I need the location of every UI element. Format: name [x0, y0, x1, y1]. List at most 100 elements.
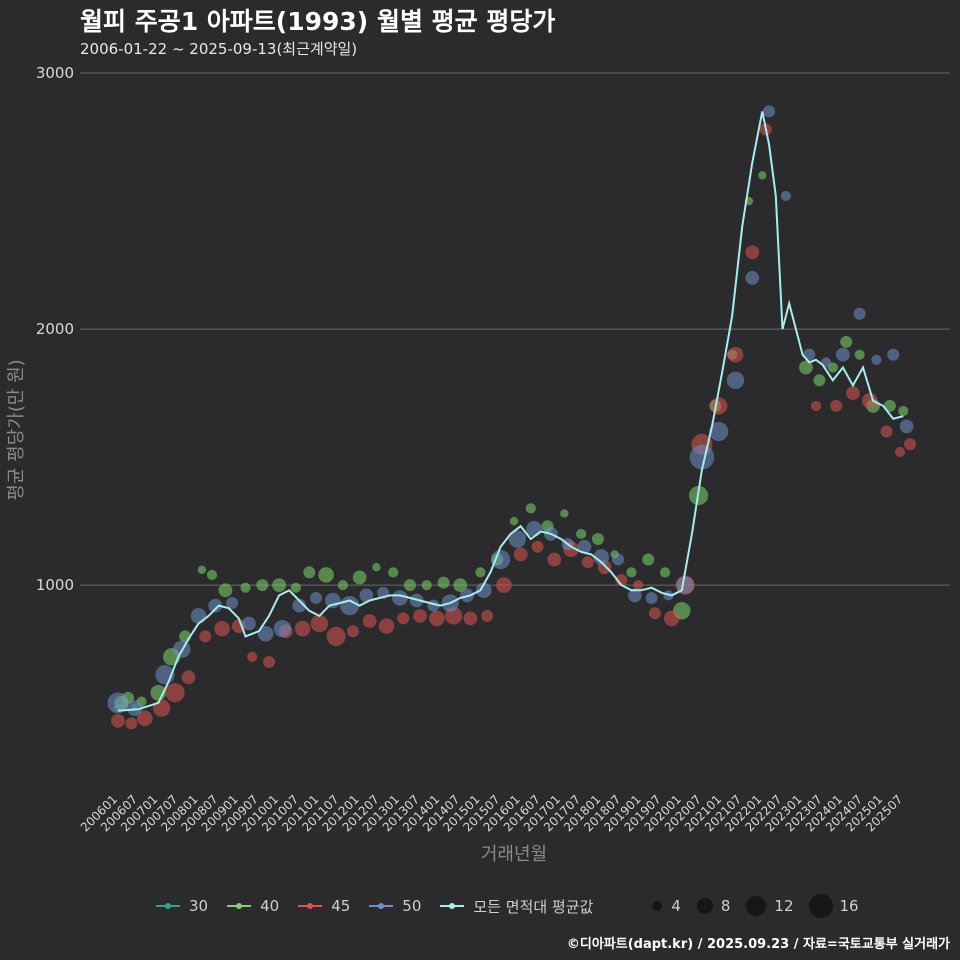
point-40 — [883, 399, 896, 412]
point-45 — [513, 547, 528, 562]
point-45 — [263, 655, 276, 668]
point-40 — [840, 335, 853, 348]
legend-size-label-8: 8 — [720, 897, 731, 915]
legend-label-average: 모든 면적대 평균값 — [473, 897, 594, 916]
point-50 — [292, 598, 307, 613]
point-45 — [362, 614, 377, 628]
point-45 — [531, 540, 544, 553]
point-45 — [846, 386, 860, 400]
point-45 — [547, 552, 562, 567]
legend-label-40: 40 — [260, 897, 280, 915]
legend-size-label-12: 12 — [774, 897, 794, 915]
point-40 — [206, 569, 218, 581]
point-40 — [337, 580, 348, 591]
point-40 — [403, 579, 416, 592]
point-45 — [496, 577, 512, 593]
point-50 — [273, 619, 292, 638]
legend-size-circle-12 — [746, 896, 767, 916]
point-45 — [199, 630, 212, 643]
point-45 — [181, 670, 196, 685]
legend-size-circle-16 — [808, 894, 833, 918]
point-40 — [352, 570, 367, 585]
point-50 — [359, 588, 374, 603]
legend-sizes: 4 8 12 16 — [649, 893, 872, 919]
point-50 — [763, 105, 776, 118]
legend-item-average: 모든 면적대 평균값 — [439, 896, 593, 917]
point-45 — [413, 608, 427, 623]
point-40 — [388, 567, 399, 578]
point-40 — [437, 576, 450, 589]
point-50 — [257, 625, 274, 642]
legend-size-12: 12 — [744, 894, 794, 918]
legend-item-30: 30 — [155, 897, 208, 915]
point-40 — [421, 580, 432, 591]
point-50 — [324, 592, 341, 609]
point-40 — [525, 503, 536, 514]
point-50 — [226, 597, 239, 610]
point-45 — [633, 580, 644, 591]
point-40 — [453, 578, 468, 593]
point-40 — [659, 567, 671, 578]
y-tick-label: 1000 — [36, 576, 74, 594]
point-50 — [508, 530, 527, 548]
point-40 — [898, 405, 909, 417]
point-40 — [303, 566, 316, 579]
point-40 — [240, 582, 251, 593]
point-45 — [861, 392, 878, 409]
legend-size-8: 8 — [695, 896, 731, 916]
y-tick-labels: 1000 2000 3000 — [36, 64, 74, 594]
point-40 — [290, 582, 301, 593]
gridlines — [80, 72, 950, 586]
point-40 — [626, 567, 637, 578]
source-credit: ©디아파트(dapt.kr) / 2025.09.23 / 자료=국토교통부 실… — [566, 937, 950, 952]
point-45 — [710, 397, 728, 415]
point-50 — [612, 553, 625, 566]
point-45 — [648, 607, 661, 620]
point-40 — [272, 578, 286, 593]
point-45 — [880, 425, 893, 438]
point-45 — [745, 245, 760, 260]
point-40 — [560, 509, 569, 518]
point-40 — [576, 528, 587, 540]
point-50 — [726, 371, 745, 389]
point-50 — [709, 421, 729, 442]
point-45 — [152, 699, 171, 717]
point-45 — [397, 612, 410, 625]
point-50 — [853, 307, 866, 320]
legend-swatch-40 — [227, 903, 252, 909]
point-50 — [526, 521, 542, 537]
legend-size-label-4: 4 — [671, 897, 681, 915]
legend-size-circle-4 — [652, 901, 663, 911]
point-50 — [871, 354, 882, 365]
point-45 — [165, 683, 185, 703]
point-40 — [509, 516, 519, 526]
point-45 — [111, 713, 125, 728]
legend-label-30: 30 — [189, 897, 209, 915]
point-50 — [645, 591, 658, 604]
point-45 — [663, 610, 680, 627]
point-45 — [378, 618, 395, 634]
point-45 — [294, 620, 311, 637]
point-40 — [758, 171, 767, 180]
point-40 — [197, 565, 207, 574]
point-50 — [107, 692, 129, 714]
point-50 — [676, 576, 694, 594]
legend-swatch-30 — [156, 903, 180, 909]
point-50 — [190, 608, 207, 624]
point-45 — [247, 651, 258, 662]
point-45 — [894, 446, 906, 458]
point-45 — [830, 399, 843, 412]
point-45 — [615, 574, 628, 587]
point-45 — [463, 611, 478, 626]
point-40 — [318, 567, 334, 583]
x-axis-label: 거래년월 — [481, 844, 547, 865]
point-45 — [904, 438, 916, 451]
point-50 — [490, 549, 511, 570]
point-45 — [581, 556, 594, 569]
y-axis-label: 평균 평당가(만 원) — [6, 359, 27, 500]
point-40 — [256, 579, 269, 592]
point-50 — [593, 549, 610, 565]
point-40 — [218, 583, 233, 598]
y-tick-label: 2000 — [36, 320, 74, 338]
